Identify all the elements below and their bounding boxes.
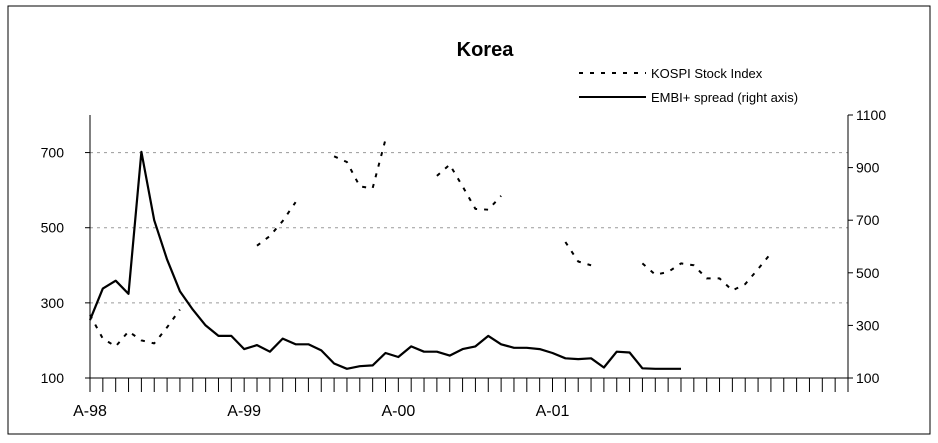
right-tick-label-100: 100 xyxy=(856,370,880,386)
x-tick-label-A-00: A-00 xyxy=(381,403,415,420)
left-tick-label-100: 100 xyxy=(41,370,65,386)
left-tick-label-500: 500 xyxy=(41,220,65,236)
chart-frame xyxy=(8,6,930,434)
right-tick-label-700: 700 xyxy=(856,212,880,228)
legend-label-embi: EMBI+ spread (right axis) xyxy=(651,90,798,105)
legend-label-kospi: KOSPI Stock Index xyxy=(651,66,763,81)
chart-title: Korea xyxy=(457,39,515,61)
x-tick-label-A-99: A-99 xyxy=(227,403,261,420)
right-tick-label-500: 500 xyxy=(856,265,880,281)
left-tick-label-700: 700 xyxy=(41,145,65,161)
x-tick-label-A-01: A-01 xyxy=(536,403,570,420)
right-tick-label-300: 300 xyxy=(856,317,880,333)
x-tick-label-A-98: A-98 xyxy=(73,403,107,420)
left-tick-label-300: 300 xyxy=(41,295,65,311)
right-tick-label-900: 900 xyxy=(856,160,880,176)
right-tick-label-1100: 1100 xyxy=(856,107,886,123)
